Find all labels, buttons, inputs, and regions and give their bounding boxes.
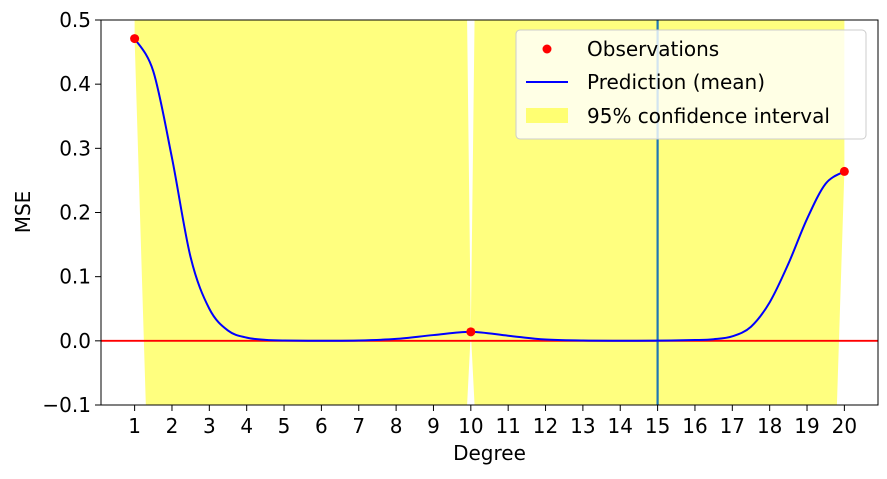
y-tick-label: 0.1 — [59, 265, 91, 289]
x-tick-label: 11 — [495, 414, 520, 438]
x-tick-label: 5 — [278, 414, 291, 438]
legend: Observations Prediction (mean) 95% confi… — [515, 29, 867, 140]
y-axis-ticks: −0.1 0.0 0.1 0.2 0.3 0.4 0.5 — [42, 8, 101, 417]
legend-observations-label: Observations — [587, 37, 719, 61]
x-tick-label: 16 — [682, 414, 707, 438]
y-axis-label: MSE — [11, 191, 35, 234]
x-tick-label: 4 — [240, 414, 253, 438]
y-tick-label: 0.3 — [59, 136, 91, 160]
y-tick-label: 0.2 — [59, 201, 91, 225]
x-tick-label: 2 — [166, 414, 179, 438]
x-tick-label: 15 — [645, 414, 670, 438]
x-axis-ticks: 1 2 3 4 5 6 7 8 9 10 11 12 13 14 15 16 17 18 19 20 — [128, 405, 857, 438]
x-tick-label: 20 — [832, 414, 857, 438]
x-tick-label: 9 — [427, 414, 440, 438]
observation-point — [839, 166, 849, 176]
x-axis-label: Degree — [453, 441, 526, 465]
x-tick-label: 10 — [458, 414, 483, 438]
x-tick-label: 13 — [570, 414, 595, 438]
y-tick-label: 0.5 — [59, 8, 91, 32]
x-tick-label: 7 — [352, 414, 365, 438]
x-tick-label: 17 — [720, 414, 745, 438]
x-tick-label: 6 — [315, 414, 328, 438]
observation-point — [466, 327, 476, 337]
legend-frame — [515, 29, 867, 140]
x-tick-label: 14 — [608, 414, 633, 438]
x-tick-label: 3 — [203, 414, 216, 438]
observations-layer — [130, 34, 849, 337]
x-tick-label: 19 — [794, 414, 819, 438]
legend-observations-marker — [542, 44, 552, 54]
legend-prediction-label: Prediction (mean) — [587, 70, 765, 94]
y-tick-label: 0.4 — [59, 72, 91, 96]
prediction-mean-line — [133, 38, 845, 342]
x-tick-label: 1 — [128, 414, 141, 438]
x-tick-label: 18 — [757, 414, 782, 438]
x-tick-label: 8 — [390, 414, 403, 438]
observation-point — [130, 34, 140, 44]
y-tick-label: 0.0 — [59, 329, 91, 353]
x-tick-label: 12 — [533, 414, 558, 438]
y-tick-label: −0.1 — [42, 393, 91, 417]
prediction-line-layer — [133, 38, 845, 342]
legend-interval-swatch — [526, 108, 568, 123]
legend-interval-label: 95% confidence interval — [587, 104, 830, 128]
